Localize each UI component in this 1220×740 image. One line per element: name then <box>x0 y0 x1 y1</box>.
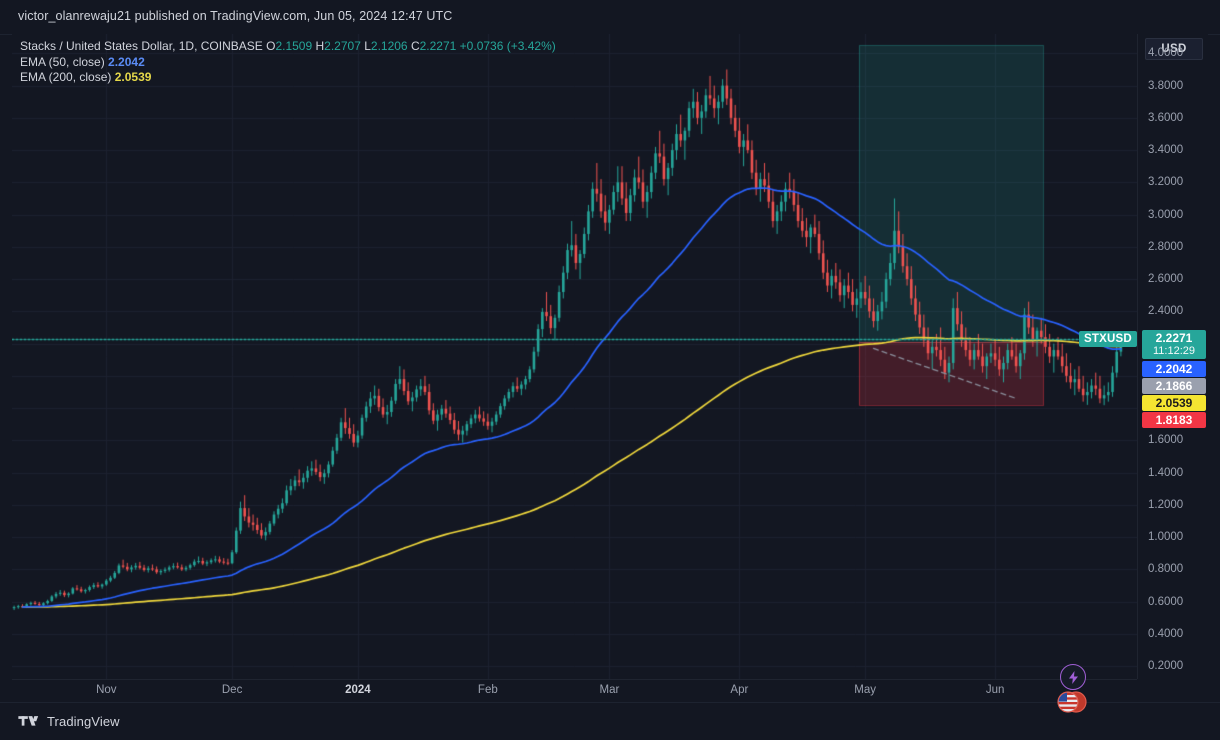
price-tick: 3.6000 <box>1148 111 1184 124</box>
price-tick: 3.0000 <box>1148 208 1184 221</box>
price-tick: 1.4000 <box>1148 466 1184 479</box>
price-tick: 0.4000 <box>1148 627 1184 640</box>
candlestick-canvas[interactable] <box>12 34 1137 679</box>
price-tick: 1.6000 <box>1148 434 1184 447</box>
price-badge-value: 2.1866 <box>1155 379 1193 394</box>
price-tick: 3.8000 <box>1148 79 1184 92</box>
price-tick: 1.0000 <box>1148 531 1184 544</box>
price-badge-last-price[interactable]: 2.2271 11:12:29 <box>1142 330 1206 360</box>
price-tick: 0.8000 <box>1148 563 1184 576</box>
time-tick-nov: Nov <box>96 684 117 696</box>
price-badge-mid[interactable]: 2.1866 <box>1142 378 1206 395</box>
currency-badge[interactable]: USD <box>1145 38 1203 60</box>
us-flag-icon[interactable] <box>1056 690 1087 714</box>
price-tick: 4.0000 <box>1148 47 1184 60</box>
price-tick: 2.6000 <box>1148 273 1184 286</box>
chart-frame: Stacks / United States Dollar, 1D, COINB… <box>12 34 1209 713</box>
price-badge-value: 2.0539 <box>1155 396 1193 411</box>
time-tick-dec: Dec <box>221 684 243 696</box>
time-tick-feb: Feb <box>477 684 498 696</box>
time-scale[interactable]: Nov Dec 2024 Feb Mar Apr May Jun <box>12 679 1137 703</box>
chart-plot-area[interactable]: Stacks / United States Dollar, 1D, COINB… <box>12 34 1137 713</box>
price-tick: 3.2000 <box>1148 176 1184 189</box>
price-tick: 2.4000 <box>1148 305 1184 318</box>
price-badge-ema200[interactable]: 2.0539 <box>1142 395 1206 412</box>
price-tick: 0.2000 <box>1148 660 1184 673</box>
price-tick: 1.2000 <box>1148 498 1184 511</box>
time-tick-apr: Apr <box>730 684 749 696</box>
time-tick-2024: 2024 <box>345 684 371 696</box>
tradingview-wordmark: TradingView <box>47 714 120 729</box>
price-badge-value: 1.8183 <box>1155 413 1193 428</box>
lightning-bolt-icon[interactable] <box>1060 664 1086 690</box>
price-badge-low[interactable]: 1.8183 <box>1142 412 1206 429</box>
time-tick-mar: Mar <box>599 684 620 696</box>
footer-bar: TradingView <box>0 702 1220 740</box>
price-tick: 3.4000 <box>1148 144 1184 157</box>
time-tick-may: May <box>854 684 877 696</box>
tradingview-mark-icon <box>18 716 39 726</box>
publisher-bar: victor_olanrewaju21 published on Trading… <box>0 0 1220 35</box>
price-tick: 2.8000 <box>1148 240 1184 253</box>
price-badge-time: 11:12:29 <box>1152 345 1195 358</box>
price-badge-value: 2.2271 <box>1155 331 1193 346</box>
chart-corner-icons <box>1052 664 1092 722</box>
publisher-text: victor_olanrewaju21 published on Trading… <box>18 9 453 23</box>
price-badge-ema50[interactable]: 2.2042 <box>1142 361 1206 378</box>
price-badge-value: 2.2042 <box>1155 362 1193 377</box>
tradingview-logo[interactable]: TradingView <box>18 714 120 729</box>
symbol-price-tag[interactable]: STXUSD <box>1079 331 1137 348</box>
price-tick: 0.6000 <box>1148 595 1184 608</box>
price-scale[interactable]: USD 4.0000 3.8000 3.6000 3.4000 3.2000 3.0000… <box>1137 34 1209 679</box>
time-tick-jun: Jun <box>985 684 1005 696</box>
